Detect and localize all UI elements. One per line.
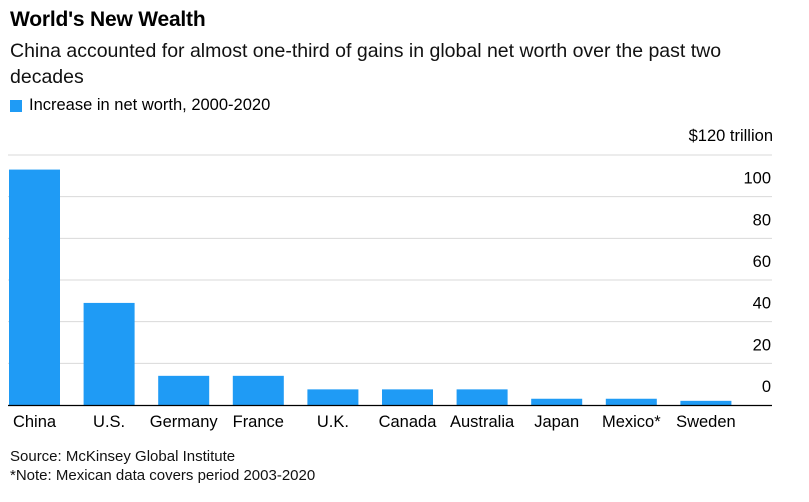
legend: Increase in net worth, 2000-2020 [10,96,270,115]
source-note: Source: McKinsey Global Institute [10,448,236,465]
bar [680,400,732,405]
y-tick-label: 0 [762,378,771,396]
category-label: Germany [150,413,219,431]
y-tick-label: 40 [753,295,771,313]
legend-label: Increase in net worth, 2000-2020 [29,96,271,114]
category-label: Canada [379,413,438,431]
bar [232,375,284,405]
y-axis-unit-label: $120 trillion [688,127,773,145]
y-tick-label: 80 [753,211,771,229]
bar [83,302,135,405]
y-tick-label: 20 [753,336,771,354]
category-label: Sweden [676,413,736,431]
bars [9,169,732,405]
chart-subtitle: China accounted for almost one-third of … [10,40,722,88]
category-label: Japan [534,413,579,431]
category-label: France [233,413,284,431]
category-labels: China U.S. Germany France U.K. Canada Australi… [13,413,736,431]
bar [531,398,583,405]
bar [158,375,210,405]
footnote: *Note: Mexican data covers period 2003-2… [10,467,316,484]
bar [9,169,60,405]
bar [307,389,359,405]
category-label: Mexico* [602,413,661,431]
gridlines [8,154,772,364]
chart-title: World's New Wealth [10,8,206,31]
y-tick-label: 60 [753,253,771,271]
category-label: U.K. [317,413,349,431]
category-label: U.S. [93,413,125,431]
bar [382,389,433,405]
category-label: Australia [450,413,515,431]
legend-swatch [10,99,22,112]
bar [605,398,657,405]
y-tick-labels: 0 20 40 60 80 100 [743,170,771,396]
category-label: China [13,413,57,431]
bar [456,389,508,405]
y-tick-label: 100 [743,170,771,188]
